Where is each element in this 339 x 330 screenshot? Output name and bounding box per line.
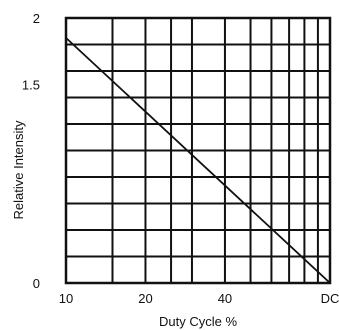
tick-labels: 10 20 40 DC 0 1.5 2 [22,11,339,306]
series-layer [65,37,331,284]
plot-border [64,16,332,285]
y-tick-label: 2 [33,11,40,26]
x-tick-label: 20 [138,291,152,306]
x-axis-label: Duty Cycle % [159,314,237,329]
grid [65,17,331,284]
x-tick-label: 40 [218,291,232,306]
y-tick-label: 0 [33,276,40,291]
plot-frame [64,16,332,285]
x-tick-label: DC [321,291,339,306]
x-tick-label: 10 [59,291,73,306]
y-axis-label: Relative Intensity [11,120,26,219]
y-tick-label: 1.5 [22,77,40,92]
series-line [65,37,331,284]
